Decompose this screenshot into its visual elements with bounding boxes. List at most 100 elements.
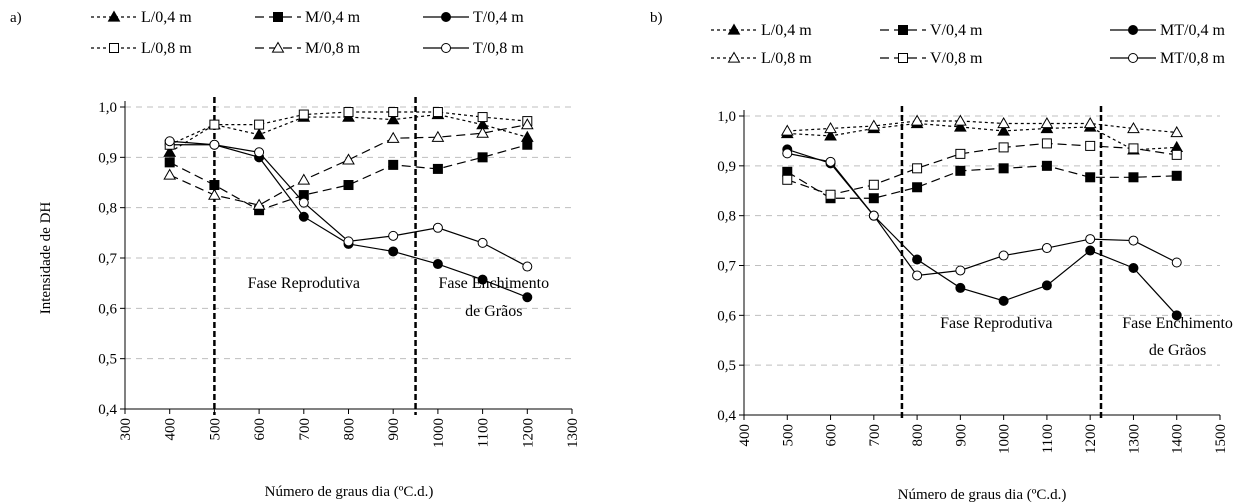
legend-entry: L/0,4 m — [91, 9, 192, 26]
data-point — [1128, 172, 1139, 183]
phase-annotation: Fase Enchimento — [438, 275, 549, 292]
data-point — [477, 237, 488, 248]
legend-marker — [107, 10, 121, 22]
legend-label: MT/0,8 m — [1160, 50, 1225, 67]
data-point — [1171, 257, 1182, 268]
legend-marker — [898, 25, 908, 35]
legend-entry: V/0,8 m — [880, 50, 983, 67]
data-point — [998, 163, 1009, 174]
data-point — [1171, 310, 1182, 321]
data-point — [522, 261, 533, 272]
y-tick-label: 0,9 — [717, 159, 736, 175]
data-point — [955, 282, 966, 293]
legend-marker — [441, 43, 451, 53]
data-point — [912, 270, 923, 281]
y-tick-label: 0,9 — [98, 150, 117, 166]
x-tick-label: 1200 — [1083, 424, 1099, 454]
legend-label: L/0,8 m — [761, 50, 812, 67]
data-point — [1085, 234, 1096, 245]
y-tick-label: 0,4 — [98, 402, 117, 418]
data-point — [912, 182, 923, 193]
data-point — [825, 156, 836, 167]
x-axis-title: Número de graus dia (ºC.d.) — [898, 487, 1067, 503]
data-point — [388, 246, 399, 257]
series-line — [787, 120, 1177, 134]
data-point — [824, 121, 837, 134]
phase-annotation: Fase Reprodutiva — [248, 275, 360, 292]
legend-entry: MT/0,8 m — [1110, 50, 1225, 67]
y-tick-label: 0,7 — [717, 259, 736, 275]
x-tick-label: 800 — [342, 418, 358, 441]
series-m-0-8-m — [163, 118, 534, 210]
y-tick-label: 0,6 — [717, 308, 736, 324]
series-l-0-4-m — [163, 108, 534, 157]
x-tick-label: 300 — [118, 418, 134, 441]
legend-label: V/0,8 m — [930, 50, 983, 67]
data-point — [1085, 172, 1096, 183]
data-point — [824, 129, 837, 141]
data-point — [252, 198, 266, 210]
legend-marker — [1128, 53, 1138, 63]
data-point — [388, 159, 399, 170]
legend-label: V/0,4 m — [930, 22, 983, 39]
series-l-0-8-m — [780, 114, 1184, 138]
legend-marker — [727, 51, 741, 63]
data-point — [298, 109, 309, 120]
x-tick-label: 1200 — [520, 418, 536, 448]
legend: L/0,4 m M/0,4 m T/0,4 m L/0,8 m M/0,8 m T/0,8… — [91, 9, 524, 57]
series-line — [787, 122, 1177, 151]
data-point — [780, 124, 794, 136]
legend-marker — [441, 12, 451, 22]
series-mt-0-4-m — [782, 144, 1182, 321]
x-tick-label: 1000 — [431, 418, 447, 448]
legend-entry: M/0,4 m — [255, 9, 361, 26]
data-point — [343, 107, 354, 118]
data-point — [955, 148, 966, 159]
x-tick-label: 1000 — [997, 424, 1013, 454]
x-tick-label: 900 — [953, 424, 969, 447]
data-point — [522, 292, 533, 303]
data-point — [431, 130, 445, 142]
data-point — [254, 147, 265, 158]
legend-label: MT/0,4 m — [1160, 22, 1225, 39]
data-point — [343, 236, 354, 247]
data-point — [432, 107, 443, 118]
y-tick-label: 0,5 — [717, 358, 736, 374]
data-point — [209, 119, 220, 130]
phase-annotation: de Grãos — [1149, 342, 1206, 359]
legend-label: M/0,8 m — [305, 40, 361, 57]
series-line — [169, 113, 528, 153]
y-tick-label: 0,4 — [717, 408, 736, 424]
series-m-0-4-m — [164, 139, 533, 216]
data-point — [998, 250, 1009, 261]
data-point — [388, 107, 399, 118]
data-point — [1041, 243, 1052, 254]
data-point — [432, 163, 443, 174]
data-point — [1127, 121, 1140, 134]
x-tick-label: 400 — [737, 424, 753, 447]
data-point — [954, 120, 967, 132]
data-point — [955, 165, 966, 176]
data-point — [209, 180, 220, 191]
data-point — [209, 139, 220, 150]
data-point — [868, 193, 879, 204]
y-tick-label: 1,0 — [98, 100, 117, 116]
x-tick-label: 1300 — [565, 418, 581, 448]
data-point — [476, 126, 489, 138]
series-mt-0-8-m — [782, 148, 1182, 281]
data-point — [432, 222, 443, 233]
data-point — [298, 197, 309, 208]
data-point — [522, 139, 533, 150]
data-point — [955, 265, 966, 276]
series-line — [786, 165, 1177, 199]
data-point — [343, 180, 354, 191]
data-point — [477, 274, 488, 285]
legend-marker — [898, 53, 908, 63]
data-point — [782, 148, 793, 159]
y-tick-label: 1,0 — [717, 109, 736, 125]
data-point — [1041, 138, 1052, 149]
legend-entry: M/0,8 m — [255, 40, 361, 57]
legend-label: L/0,8 m — [141, 40, 192, 57]
data-point — [867, 119, 881, 131]
